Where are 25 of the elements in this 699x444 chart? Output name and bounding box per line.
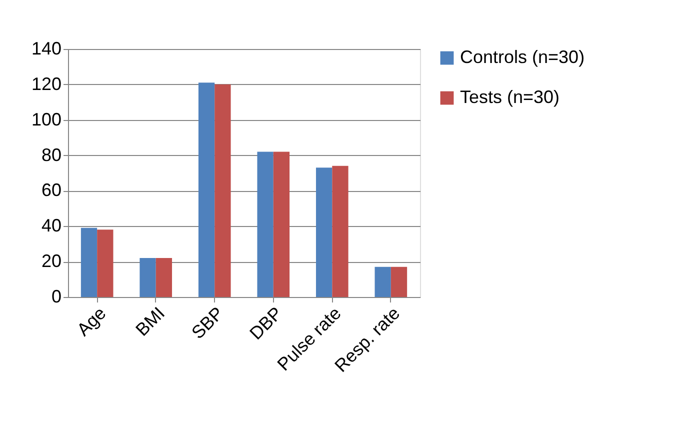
bar (156, 258, 172, 297)
legend-label: Tests (n=30) (460, 87, 560, 107)
x-tick-label: SBP (188, 303, 228, 343)
x-tick-label: Age (73, 303, 110, 340)
bar (316, 168, 332, 297)
bar (257, 152, 274, 297)
y-tick-label: 40 (41, 216, 62, 236)
y-tick-label: 140 (31, 38, 62, 58)
y-tick-label: 60 (41, 180, 62, 200)
y-tick-label: 20 (41, 251, 62, 272)
bar (332, 166, 348, 297)
y-tick-label: 100 (31, 109, 62, 130)
bar (273, 152, 290, 297)
x-tick-label: BMI (132, 303, 169, 340)
bar (80, 228, 98, 297)
y-tick-label: 80 (41, 144, 62, 165)
bar (140, 258, 156, 297)
y-tick-label: 0 (51, 286, 62, 306)
bar (390, 266, 408, 297)
bar (198, 82, 215, 297)
bar (374, 266, 391, 297)
legend-label: Controls (n=30) (460, 47, 585, 67)
y-tick-label: 120 (31, 74, 62, 94)
bar (214, 84, 231, 297)
bar (97, 230, 114, 297)
